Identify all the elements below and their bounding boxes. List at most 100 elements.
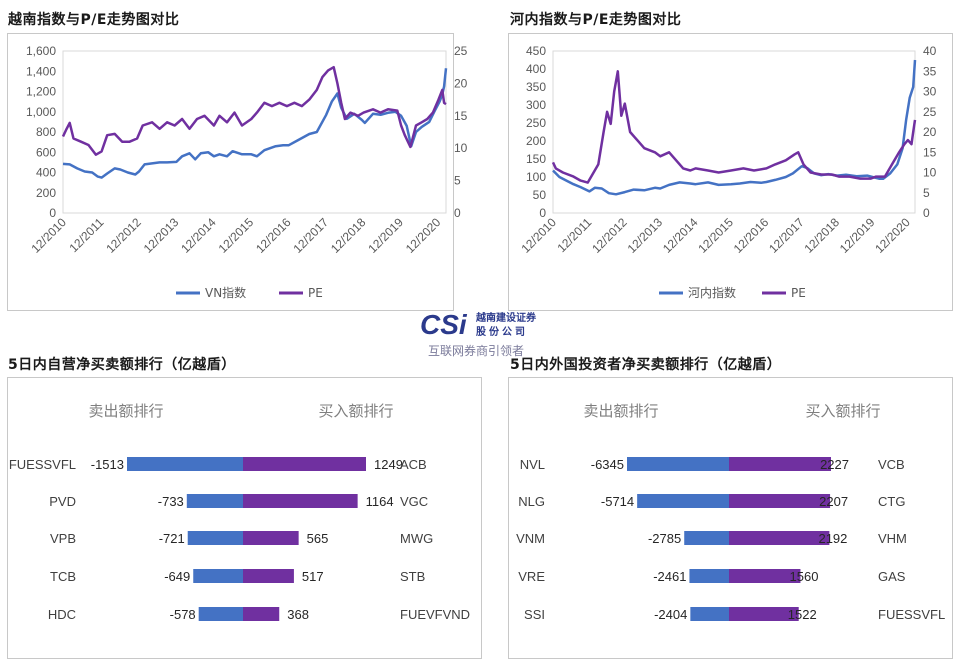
csi-tagline: 互联网券商引领者 (428, 344, 525, 358)
vn-chart-title: 越南指数与P/E走势图对比 (8, 12, 180, 28)
foreign-buy-value: 2192 (818, 531, 847, 546)
vn-left-tick: 200 (36, 186, 56, 200)
prop-sell-bar (193, 569, 243, 583)
hn-x-tick: 12/2010 (518, 215, 559, 256)
prop-buy-bar (243, 569, 294, 583)
hn-left-tick: 0 (539, 206, 546, 220)
foreign-buy-ticker: VHM (878, 531, 907, 546)
vn-chart-panel: 0 200 400 600 800 1,000 1,200 1,400 1,600 0 5 10 15 2… (7, 33, 468, 311)
hn-series-pe-line (551, 70, 917, 184)
foreign-buy-bar (729, 531, 830, 545)
foreign-sell-ticker: SSI (524, 607, 545, 622)
vn-x-tick: 12/2018 (328, 215, 369, 256)
hn-left-tick: 200 (526, 134, 546, 148)
foreign-sell-ticker: NLG (518, 494, 545, 509)
vn-right-tick: 5 (454, 174, 461, 188)
hn-x-tick: 12/2011 (554, 215, 594, 255)
hn-x-tick: 12/2013 (625, 215, 666, 256)
prop-buy-value: 368 (287, 607, 309, 622)
prop-buy-ticker: FUEVFVND (400, 607, 470, 622)
foreign-sell-value: -2404 (654, 607, 687, 622)
hn-left-tick: 450 (526, 44, 546, 58)
hn-plot-area (552, 50, 916, 214)
hn-chart-title: 河内指数与P/E走势图对比 (510, 12, 682, 28)
hn-x-tick: 12/2015 (695, 215, 736, 256)
hn-right-tick: 25 (923, 105, 937, 119)
vn-legend-label: VN指数 (205, 285, 246, 300)
vn-left-tick: 800 (36, 125, 56, 139)
prop-buy-ticker: VGC (400, 494, 428, 509)
prop-chart-title: 5日内自营净买卖额排行（亿越盾） (8, 357, 236, 373)
hn-right-tick: 10 (923, 166, 937, 180)
vn-x-tick: 12/2011 (66, 215, 106, 255)
vn-x-tick: 12/2017 (290, 215, 331, 256)
hn-right-tick: 0 (923, 206, 930, 220)
foreign-buy-bar (729, 457, 831, 471)
prop-buy-header: 买入额排行 (318, 402, 393, 420)
foreign-buy-value: 2227 (820, 457, 849, 472)
hn-chart-panel: 0 50 100 150 200 250 300 350 400 450 0 5 10 15 20 25 30 3… (508, 33, 953, 311)
vn-series-pe-line (61, 65, 447, 156)
prop-sell-ticker: PVD (49, 494, 76, 509)
hn-right-tick: 30 (923, 85, 937, 99)
hn-x-tick: 12/2016 (731, 215, 772, 256)
prop-buy-ticker: ACB (400, 457, 427, 472)
foreign-sell-bar (689, 569, 729, 583)
prop-bar-chart: 卖出额排行 买入额排行 FUESSVFL -1513 PVD -733 VPB -721 TCB… (9, 402, 470, 622)
foreign-buy-value: 1522 (788, 607, 817, 622)
prop-buy-ticker: STB (400, 569, 425, 584)
foreign-buy-ticker: VCB (878, 457, 905, 472)
prop-buy-bar (243, 531, 299, 545)
vn-x-tick: 12/2012 (103, 215, 144, 256)
prop-sell-value: -578 (170, 607, 196, 622)
foreign-sell-value: -2461 (653, 569, 686, 584)
foreign-sell-value: -6345 (591, 457, 624, 472)
prop-sell-bar (127, 457, 243, 471)
prop-sell-ticker: HDC (48, 607, 76, 622)
vn-left-tick: 600 (36, 145, 56, 159)
csi-logo-name1: 越南建设证券 (475, 311, 537, 324)
foreign-chart-panel: 卖出额排行 买入额排行 NVL -6345 NLG -5714 VNM -2785 VRE -24… (508, 377, 953, 659)
hn-x-tick: 12/2014 (660, 215, 701, 256)
foreign-bar-chart: 卖出额排行 买入额排行 NVL -6345 NLG -5714 VNM -2785 VRE -24… (516, 402, 945, 622)
vn-left-tick: 1,600 (26, 44, 56, 58)
vn-x-tick: 12/2014 (178, 215, 219, 256)
hn-legend-label: PE (791, 286, 806, 300)
foreign-buy-bar (729, 607, 799, 621)
hn-left-tick: 150 (526, 152, 546, 166)
hn-left-tick: 300 (526, 98, 546, 112)
prop-sell-value: -649 (164, 569, 190, 584)
foreign-sell-ticker: NVL (520, 457, 545, 472)
foreign-sell-value: -2785 (648, 531, 681, 546)
hn-left-tick: 350 (526, 80, 546, 94)
foreign-buy-ticker: GAS (878, 569, 906, 584)
prop-sell-ticker: VPB (50, 531, 76, 546)
hn-x-tick: 12/2017 (766, 215, 807, 256)
foreign-sell-ticker: VRE (518, 569, 545, 584)
vn-x-tick: 12/2015 (216, 215, 257, 256)
prop-buy-value: 517 (302, 569, 324, 584)
vn-x-tick: 12/2010 (28, 215, 69, 256)
prop-buy-value: 1249 (374, 457, 403, 472)
vn-x-tick: 12/2019 (365, 215, 406, 256)
hn-right-tick: 15 (923, 145, 937, 159)
vn-left-tick: 400 (36, 166, 56, 180)
prop-buy-value: 565 (307, 531, 329, 546)
foreign-buy-ticker: CTG (878, 494, 905, 509)
hn-legend-label: 河内指数 (688, 285, 736, 300)
prop-sell-value: -1513 (91, 457, 124, 472)
vn-left-tick: 1,400 (26, 64, 56, 78)
hn-left-tick: 250 (526, 116, 546, 130)
vn-right-tick: 10 (454, 141, 468, 155)
prop-buy-value: 1164 (366, 494, 394, 509)
hn-x-tick: 12/2012 (589, 215, 630, 256)
vn-right-tick: 25 (454, 44, 468, 58)
vn-line-chart: 0 200 400 600 800 1,000 1,200 1,400 1,600 0 5 10 15 2… (26, 44, 468, 300)
foreign-sell-bar (637, 494, 729, 508)
hn-right-tick: 35 (923, 64, 937, 78)
foreign-buy-ticker: FUESSVFL (878, 607, 945, 622)
hn-right-tick: 20 (923, 125, 937, 139)
foreign-sell-bar (684, 531, 729, 545)
hn-series-index-line (552, 59, 917, 196)
foreign-chart-title: 5日内外国投资者净买卖额排行（亿越盾） (510, 357, 782, 373)
